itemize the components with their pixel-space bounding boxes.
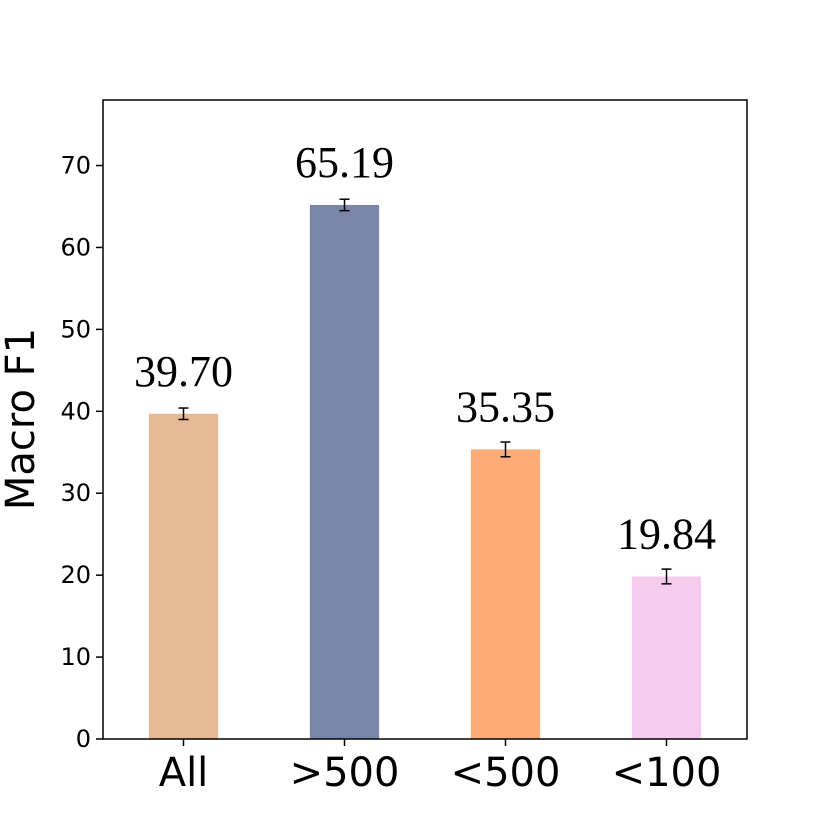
y-axis-label: Macro F1: [0, 328, 44, 510]
y-tick-label: 30: [60, 479, 91, 507]
error-bars: [178, 198, 672, 585]
bar-2: [470, 449, 541, 739]
y-tick-label: 50: [60, 315, 91, 343]
y-axis-ticks: 0 10 20 30 40 50 60 70: [60, 152, 103, 753]
data-label: 19.84: [617, 509, 716, 558]
data-label: 39.70: [134, 347, 233, 396]
x-axis-category-labels: All >500 <500 <100: [159, 739, 722, 796]
x-tick-label: <500: [451, 750, 561, 796]
bar-3: [631, 576, 702, 739]
y-tick-label: 10: [60, 643, 91, 671]
y-tick-label: 70: [60, 152, 91, 180]
bar-1: [309, 204, 380, 739]
y-tick-label: 40: [60, 397, 91, 425]
data-label: 65.19: [295, 138, 394, 187]
data-label: 35.35: [456, 382, 555, 431]
x-tick-label: <100: [612, 750, 722, 796]
data-labels: 39.70 65.19 35.35 19.84: [134, 138, 716, 559]
x-tick-label: >500: [290, 750, 400, 796]
bar-0: [148, 413, 219, 739]
y-tick-label: 0: [76, 725, 91, 753]
y-tick-label: 20: [60, 561, 91, 589]
plot-frame: [102, 99, 748, 740]
y-tick-label: 60: [60, 233, 91, 261]
bars: [148, 204, 702, 739]
x-tick-label: All: [159, 750, 209, 796]
